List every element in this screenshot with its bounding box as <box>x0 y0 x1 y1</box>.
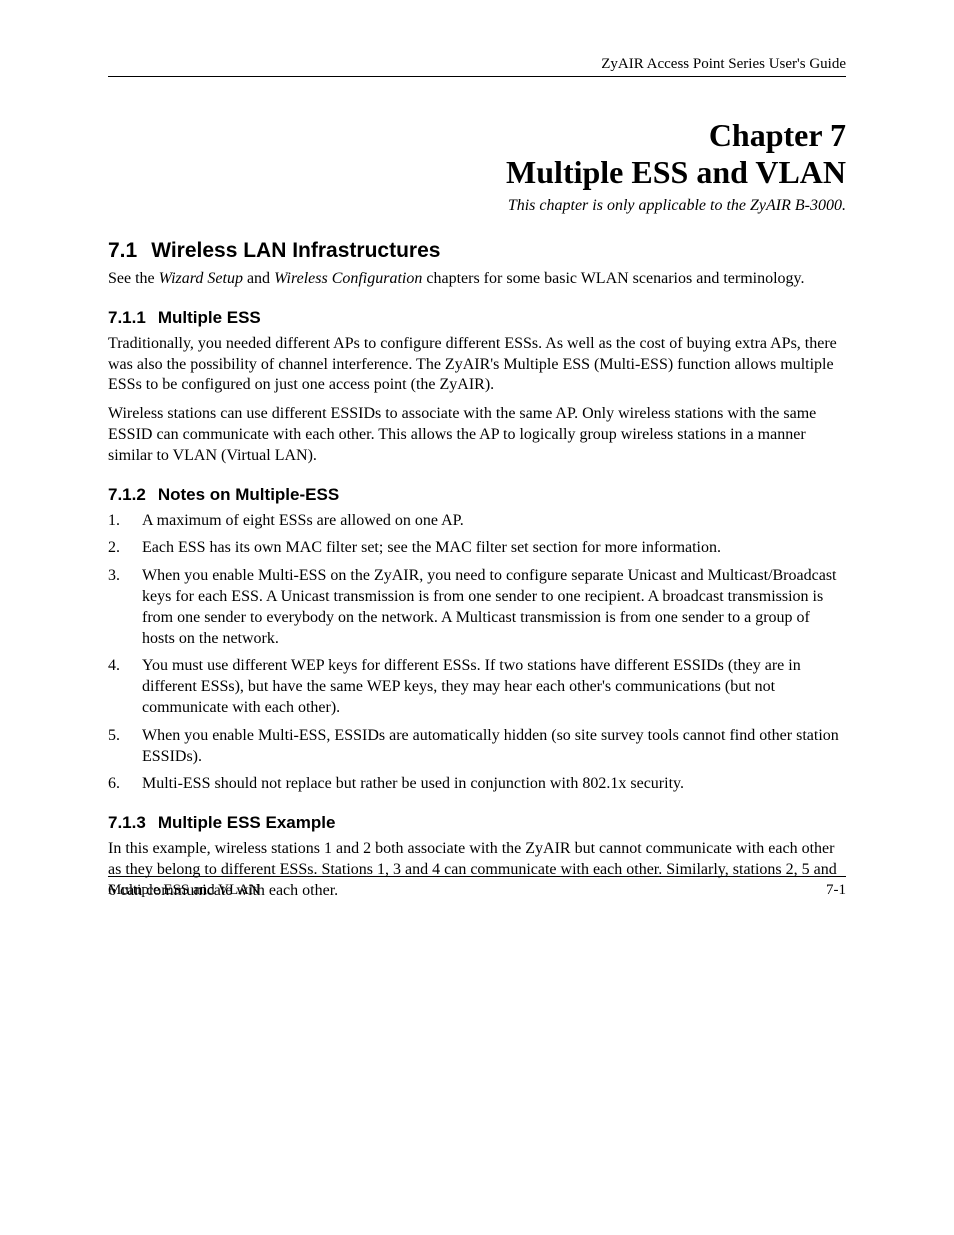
list-number: 4. <box>108 656 120 677</box>
section-title: Wireless LAN Infrastructures <box>151 239 440 262</box>
section-7-1-intro: See the Wizard Setup and Wireless Config… <box>108 269 846 290</box>
page-content: ZyAIR Access Point Series User's Guide C… <box>0 0 954 902</box>
chapter-number: Chapter 7 <box>108 117 846 154</box>
subsection-title: Multiple ESS Example <box>158 813 336 832</box>
footer-left: Multiple ESS and VLAN <box>108 882 260 899</box>
subsection-heading-7-1-1: 7.1.1 Multiple ESS <box>108 308 846 328</box>
paragraph: Wireless stations can use different ESSI… <box>108 404 846 466</box>
paragraph: Traditionally, you needed different APs … <box>108 334 846 396</box>
list-text: When you enable Multi-ESS, ESSIDs are au… <box>142 727 839 765</box>
subsection-number: 7.1.3 <box>108 813 146 833</box>
subsection-heading-7-1-3: 7.1.3 Multiple ESS Example <box>108 813 846 833</box>
list-item: 2. Each ESS has its own MAC filter set; s… <box>108 538 846 559</box>
list-item: 3. When you enable Multi-ESS on the ZyAIR… <box>108 566 846 649</box>
list-number: 5. <box>108 726 120 747</box>
subsection-number: 7.1.1 <box>108 308 146 328</box>
numbered-list: 1. A maximum of eight ESSs are allowed on… <box>108 511 846 796</box>
list-item: 5. When you enable Multi-ESS, ESSIDs are … <box>108 726 846 768</box>
header-rule: ZyAIR Access Point Series User's Guide <box>108 56 846 77</box>
text-italic: Wireless Configuration <box>274 270 422 287</box>
list-item: 6. Multi-ESS should not replace but rathe… <box>108 774 846 795</box>
subsection-heading-7-1-2: 7.1.2 Notes on Multiple-ESS <box>108 485 846 505</box>
list-text: Multi-ESS should not replace but rather … <box>142 775 684 792</box>
subsection-title: Multiple ESS <box>158 308 261 327</box>
list-item: 1. A maximum of eight ESSs are allowed on… <box>108 511 846 532</box>
chapter-note: This chapter is only applicable to the Z… <box>108 197 846 215</box>
chapter-title: Multiple ESS and VLAN <box>108 154 846 191</box>
list-number: 1. <box>108 511 120 532</box>
list-number: 3. <box>108 566 120 587</box>
subsection-number: 7.1.2 <box>108 485 146 505</box>
list-text: You must use different WEP keys for diff… <box>142 657 801 716</box>
subsection-title: Notes on Multiple-ESS <box>158 485 339 504</box>
page-footer: Multiple ESS and VLAN 7-1 <box>108 876 846 899</box>
list-text: A maximum of eight ESSs are allowed on o… <box>142 512 464 529</box>
text-italic: Wizard Setup <box>159 270 243 287</box>
list-item: 4. You must use different WEP keys for di… <box>108 656 846 718</box>
text-fragment: chapters for some basic WLAN scenarios a… <box>422 270 804 287</box>
list-text: When you enable Multi-ESS on the ZyAIR, … <box>142 567 836 646</box>
footer-right: 7-1 <box>826 882 846 899</box>
text-fragment: and <box>243 270 274 287</box>
doc-header-title: ZyAIR Access Point Series User's Guide <box>108 56 846 73</box>
section-heading-7-1: 7.1 Wireless LAN Infrastructures <box>108 239 846 263</box>
text-fragment: See the <box>108 270 159 287</box>
section-number: 7.1 <box>108 239 137 263</box>
list-number: 2. <box>108 538 120 559</box>
list-number: 6. <box>108 774 120 795</box>
list-text: Each ESS has its own MAC filter set; see… <box>142 539 721 556</box>
